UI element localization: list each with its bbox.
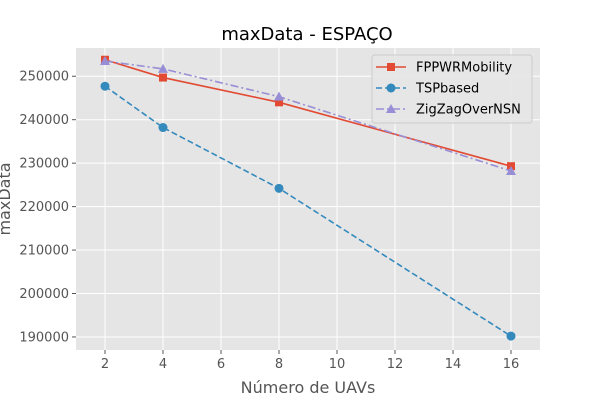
data-point-2-2: [274, 91, 284, 101]
data-point-2-3: [506, 165, 516, 175]
y-tick-label-5: 240000: [19, 113, 69, 128]
x-tick-label-3: 8: [275, 357, 283, 372]
series-line-1: [104, 85, 512, 337]
legend-item-0: FPPWRMobility: [376, 61, 512, 76]
x-tick-label-2: 6: [217, 357, 225, 372]
y-tick-label-4: 230000: [19, 157, 69, 172]
legend-item-1: TSPbased: [376, 82, 479, 97]
y-axis-ticks: 190000 200000 210000 220000 230000 240000 2500…: [19, 70, 76, 345]
y-tick-label-3: 220000: [19, 200, 69, 215]
data-point-1-3: [506, 331, 516, 341]
data-point-0-2: [275, 98, 283, 107]
data-point-1-2: [274, 183, 284, 193]
series-ZigZagOverNSN: [100, 56, 516, 175]
series-TSPbased: [100, 81, 516, 341]
x-axis-ticks: 2 4 6 8 10 12 14 16: [101, 350, 519, 372]
y-tick-label-2: 210000: [19, 244, 69, 259]
x-tick-label-4: 10: [329, 357, 346, 372]
y-tick-label-0: 190000: [19, 330, 69, 345]
legend-label-2: ZigZagOverNSN: [416, 103, 521, 118]
legend: FPPWRMobility TSPbased ZigZagOverNSN: [371, 54, 533, 124]
data-point-1-0: [100, 81, 110, 91]
series-layer: [100, 55, 516, 341]
y-tick-label-1: 200000: [19, 287, 69, 302]
y-axis-label: maxData: [0, 162, 14, 235]
data-point-2-0: [100, 56, 110, 66]
x-tick-label-6: 14: [445, 357, 462, 372]
x-tick-label-1: 4: [159, 357, 167, 372]
chart-title: maxData - ESPAÇO: [221, 24, 392, 45]
data-point-1-1: [158, 123, 168, 133]
legend-box: [371, 54, 533, 124]
legend-marker-2: [386, 104, 396, 113]
legend-marker-0: [387, 63, 395, 71]
x-tick-label-0: 2: [101, 357, 109, 372]
data-point-2-1: [158, 63, 168, 73]
legend-item-2: ZigZagOverNSN: [376, 103, 521, 118]
data-point-0-1: [159, 73, 167, 82]
legend-marker-1: [386, 83, 396, 93]
x-axis-label: Número de UAVs: [241, 378, 376, 397]
legend-label-0: FPPWRMobility: [416, 61, 512, 76]
legend-label-1: TSPbased: [415, 82, 479, 97]
x-tick-label-5: 12: [387, 357, 404, 372]
series-line-2: [104, 60, 512, 172]
x-tick-label-7: 16: [503, 357, 520, 372]
y-tick-label-6: 250000: [19, 70, 69, 85]
